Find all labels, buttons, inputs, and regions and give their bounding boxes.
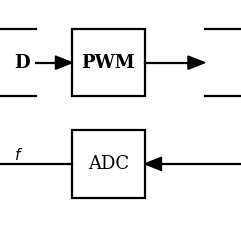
Text: $f$: $f$ [14, 147, 24, 163]
Polygon shape [188, 56, 205, 69]
Text: ADC: ADC [88, 155, 129, 173]
Bar [72, 130, 145, 198]
Text: D: D [14, 54, 30, 72]
Polygon shape [145, 157, 161, 171]
Bar [72, 29, 145, 96]
Text: PWM: PWM [81, 54, 135, 72]
Polygon shape [55, 56, 72, 69]
